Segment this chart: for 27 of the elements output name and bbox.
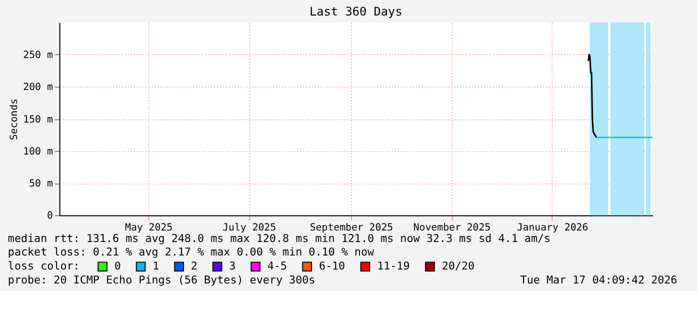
x-tick-label: January 2026 bbox=[516, 222, 588, 234]
text: packet loss: 0.21 % avg 2.17 % max 0.00 % min 0.10 % now bbox=[8, 246, 374, 259]
y-axis-title: Seconds bbox=[9, 98, 20, 140]
legend-label: 2 bbox=[190, 260, 198, 273]
x-tick-label: September 2025 bbox=[310, 222, 394, 234]
y-tick-label: 150 m bbox=[23, 114, 53, 126]
legend-label: 11-19 bbox=[377, 260, 410, 273]
line-series bbox=[588, 54, 598, 138]
y-tick-label: 250 m bbox=[23, 50, 53, 62]
x-tick-label: November 2025 bbox=[413, 222, 491, 234]
y-tick-label: 200 m bbox=[23, 82, 53, 94]
legend-label: 0 bbox=[114, 260, 121, 273]
y-tick-label: 0 bbox=[46, 210, 53, 222]
legend-label: 4-5 bbox=[267, 260, 288, 273]
chart-title: Last 360 Days bbox=[310, 4, 402, 18]
legend-label: 6-10 bbox=[318, 260, 346, 273]
x-tick-label: May 2025 bbox=[125, 222, 173, 234]
x-tick-label: July 2025 bbox=[222, 222, 276, 234]
legend-label: 3 bbox=[229, 260, 236, 273]
legend-title: loss color: bbox=[8, 260, 80, 273]
y-tick-label: 50 m bbox=[29, 178, 53, 190]
text: median rtt: 131.6 ms avg 248.0 ms max 120.8 ms min 121.0 ms now 32.3 ms sd 4.1 am/s bbox=[8, 232, 551, 245]
text: probe: 20 ICMP Echo Pings (56 Bytes) every 300s bbox=[8, 273, 316, 286]
text: Tue Mar 17 04:09:42 2026 bbox=[520, 273, 678, 286]
legend-label: 20/20 bbox=[442, 260, 475, 273]
y-tick-label: 100 m bbox=[23, 146, 53, 158]
legend-label: 1 bbox=[152, 260, 160, 273]
